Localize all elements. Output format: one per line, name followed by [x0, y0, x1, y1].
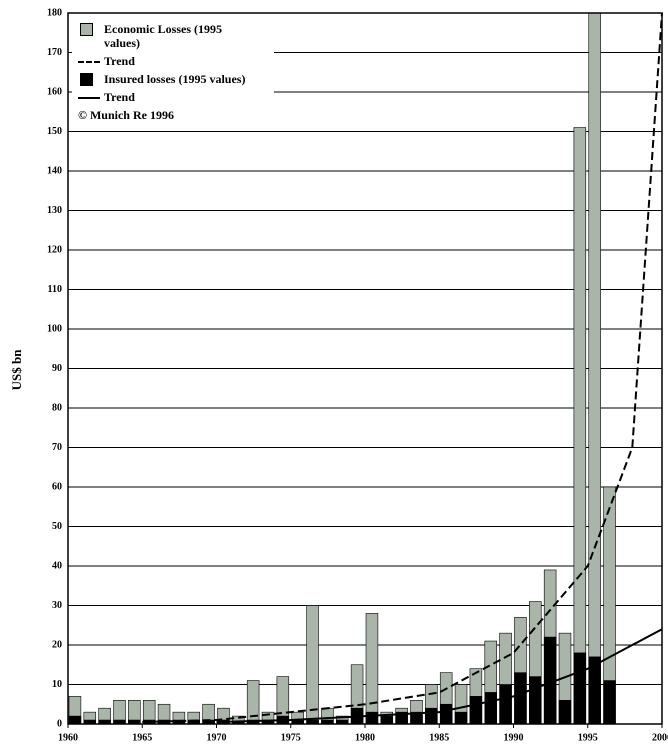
bar	[365, 613, 379, 725]
legend-item: Trend	[78, 54, 268, 68]
bar	[439, 703, 453, 725]
x-tick-label: 2000	[652, 732, 668, 743]
x-tick-label: 1995	[578, 732, 598, 743]
bar	[603, 680, 616, 725]
x-tick-label: 1975	[281, 732, 301, 743]
x-tick-label: 1965	[132, 732, 152, 743]
y-tick-label: 10	[52, 679, 62, 690]
legend-item: Trend	[78, 90, 268, 104]
bar	[365, 711, 379, 725]
legend: Economic Losses (1995 values) Trend Insu…	[72, 18, 274, 130]
y-tick-label: 70	[52, 442, 62, 453]
bar	[573, 652, 587, 725]
bar	[306, 605, 319, 725]
bar	[484, 692, 497, 725]
x-tick-label: 1970	[207, 732, 227, 743]
y-tick-label: 180	[47, 7, 62, 18]
legend-label: Trend	[104, 90, 135, 104]
y-tick-label: 90	[52, 363, 62, 374]
bar	[499, 684, 512, 725]
bar	[514, 672, 527, 725]
legend-item: Insured losses (1995 values)	[78, 72, 268, 86]
y-tick-label: 140	[47, 165, 62, 176]
bar	[246, 680, 260, 725]
y-tick-label: 170	[47, 47, 62, 58]
trend-line	[216, 628, 663, 723]
bar	[588, 12, 601, 725]
bar	[380, 715, 394, 725]
y-axis-label: US$ bn	[9, 349, 24, 391]
y-tick-label: 80	[52, 402, 62, 413]
bar	[558, 699, 572, 725]
y-tick-label: 20	[52, 639, 62, 650]
bar	[529, 676, 542, 725]
x-tick-label: 1990	[504, 732, 524, 743]
bar	[425, 707, 438, 725]
bar	[469, 696, 483, 725]
y-tick-label: 100	[47, 323, 62, 334]
y-tick-label: 150	[47, 126, 62, 137]
note: © Munich Re 1996	[78, 108, 174, 122]
legend-label: Insured losses (1995 values)	[104, 72, 246, 86]
y-tick-label: 0	[57, 718, 62, 729]
x-tick-label: 1985	[429, 732, 449, 743]
y-tick-label: 120	[47, 244, 62, 255]
x-tick-label: 1960	[58, 732, 78, 743]
legend-item: Economic Losses (1995 values)	[78, 22, 268, 50]
x-tick-label: 1980	[355, 732, 375, 743]
y-tick-label: 160	[47, 86, 62, 97]
bar	[573, 127, 587, 725]
y-tick-label: 50	[52, 521, 62, 532]
bar	[454, 711, 468, 725]
trend-line	[142, 12, 663, 723]
y-tick-label: 40	[52, 560, 62, 571]
legend-label: Trend	[104, 54, 135, 68]
y-tick-label: 60	[52, 481, 62, 492]
bar	[68, 715, 82, 725]
legend-label: Economic Losses (1995 values)	[104, 22, 222, 50]
y-tick-label: 110	[48, 284, 62, 295]
y-tick-label: 130	[47, 205, 62, 216]
y-tick-label: 30	[52, 600, 62, 611]
plot-frame	[67, 12, 663, 725]
